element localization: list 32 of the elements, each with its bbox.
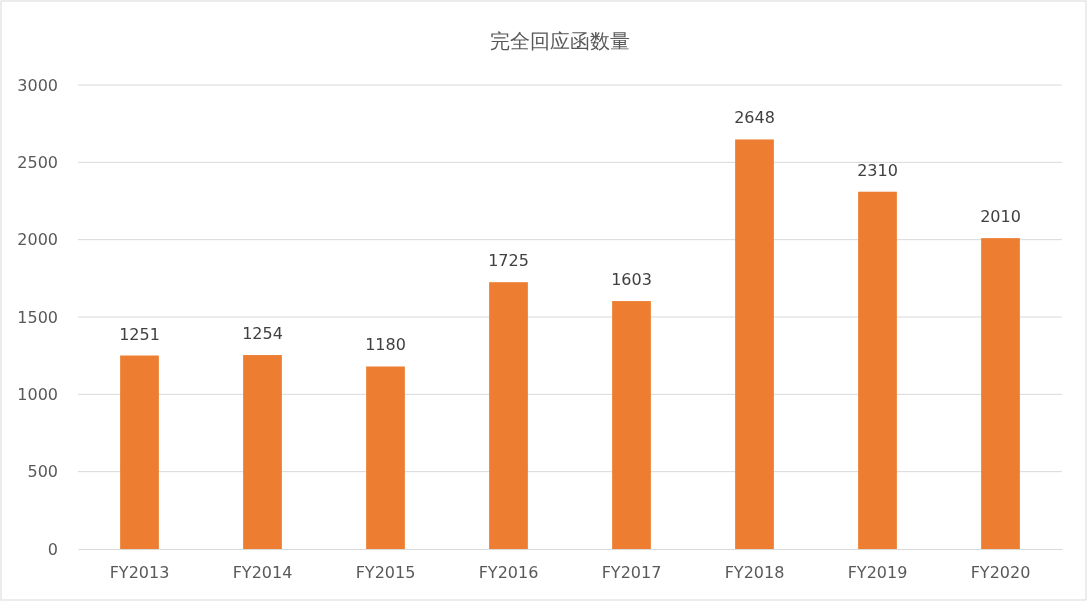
- data-label: 2648: [734, 108, 775, 128]
- x-tick-label: FY2013: [109, 563, 170, 583]
- y-tick-label: 3000: [17, 75, 58, 95]
- data-label: 1725: [488, 251, 529, 271]
- data-label: 1254: [242, 324, 283, 344]
- bar: [366, 366, 405, 549]
- x-tick-label: FY2014: [232, 563, 293, 583]
- y-tick-label: 500: [27, 462, 58, 482]
- bar: [243, 355, 282, 549]
- bar: [858, 191, 897, 549]
- y-tick-label: 2500: [17, 152, 58, 172]
- data-label: 2310: [857, 160, 898, 180]
- x-tick-label: FY2020: [970, 563, 1031, 583]
- data-label: 1603: [611, 270, 652, 290]
- chart-title: 完全回应函数量: [490, 29, 630, 53]
- x-tick-label: FY2018: [724, 563, 785, 583]
- x-tick-label: FY2017: [601, 563, 662, 583]
- y-tick-label: 1500: [17, 307, 58, 327]
- x-tick-label: FY2016: [478, 563, 539, 583]
- data-label: 2010: [980, 207, 1021, 227]
- y-tick-label: 1000: [17, 384, 58, 404]
- bar: [489, 282, 528, 549]
- bar: [735, 139, 774, 549]
- y-tick-label: 2000: [17, 230, 58, 250]
- y-tick-label: 0: [47, 539, 58, 559]
- x-tick-label: FY2015: [355, 563, 416, 583]
- x-tick-label: FY2019: [847, 563, 908, 583]
- bar: [120, 355, 159, 549]
- data-label: 1180: [365, 335, 406, 355]
- data-label: 1251: [119, 324, 160, 344]
- bar: [981, 238, 1020, 549]
- bar: [612, 301, 651, 549]
